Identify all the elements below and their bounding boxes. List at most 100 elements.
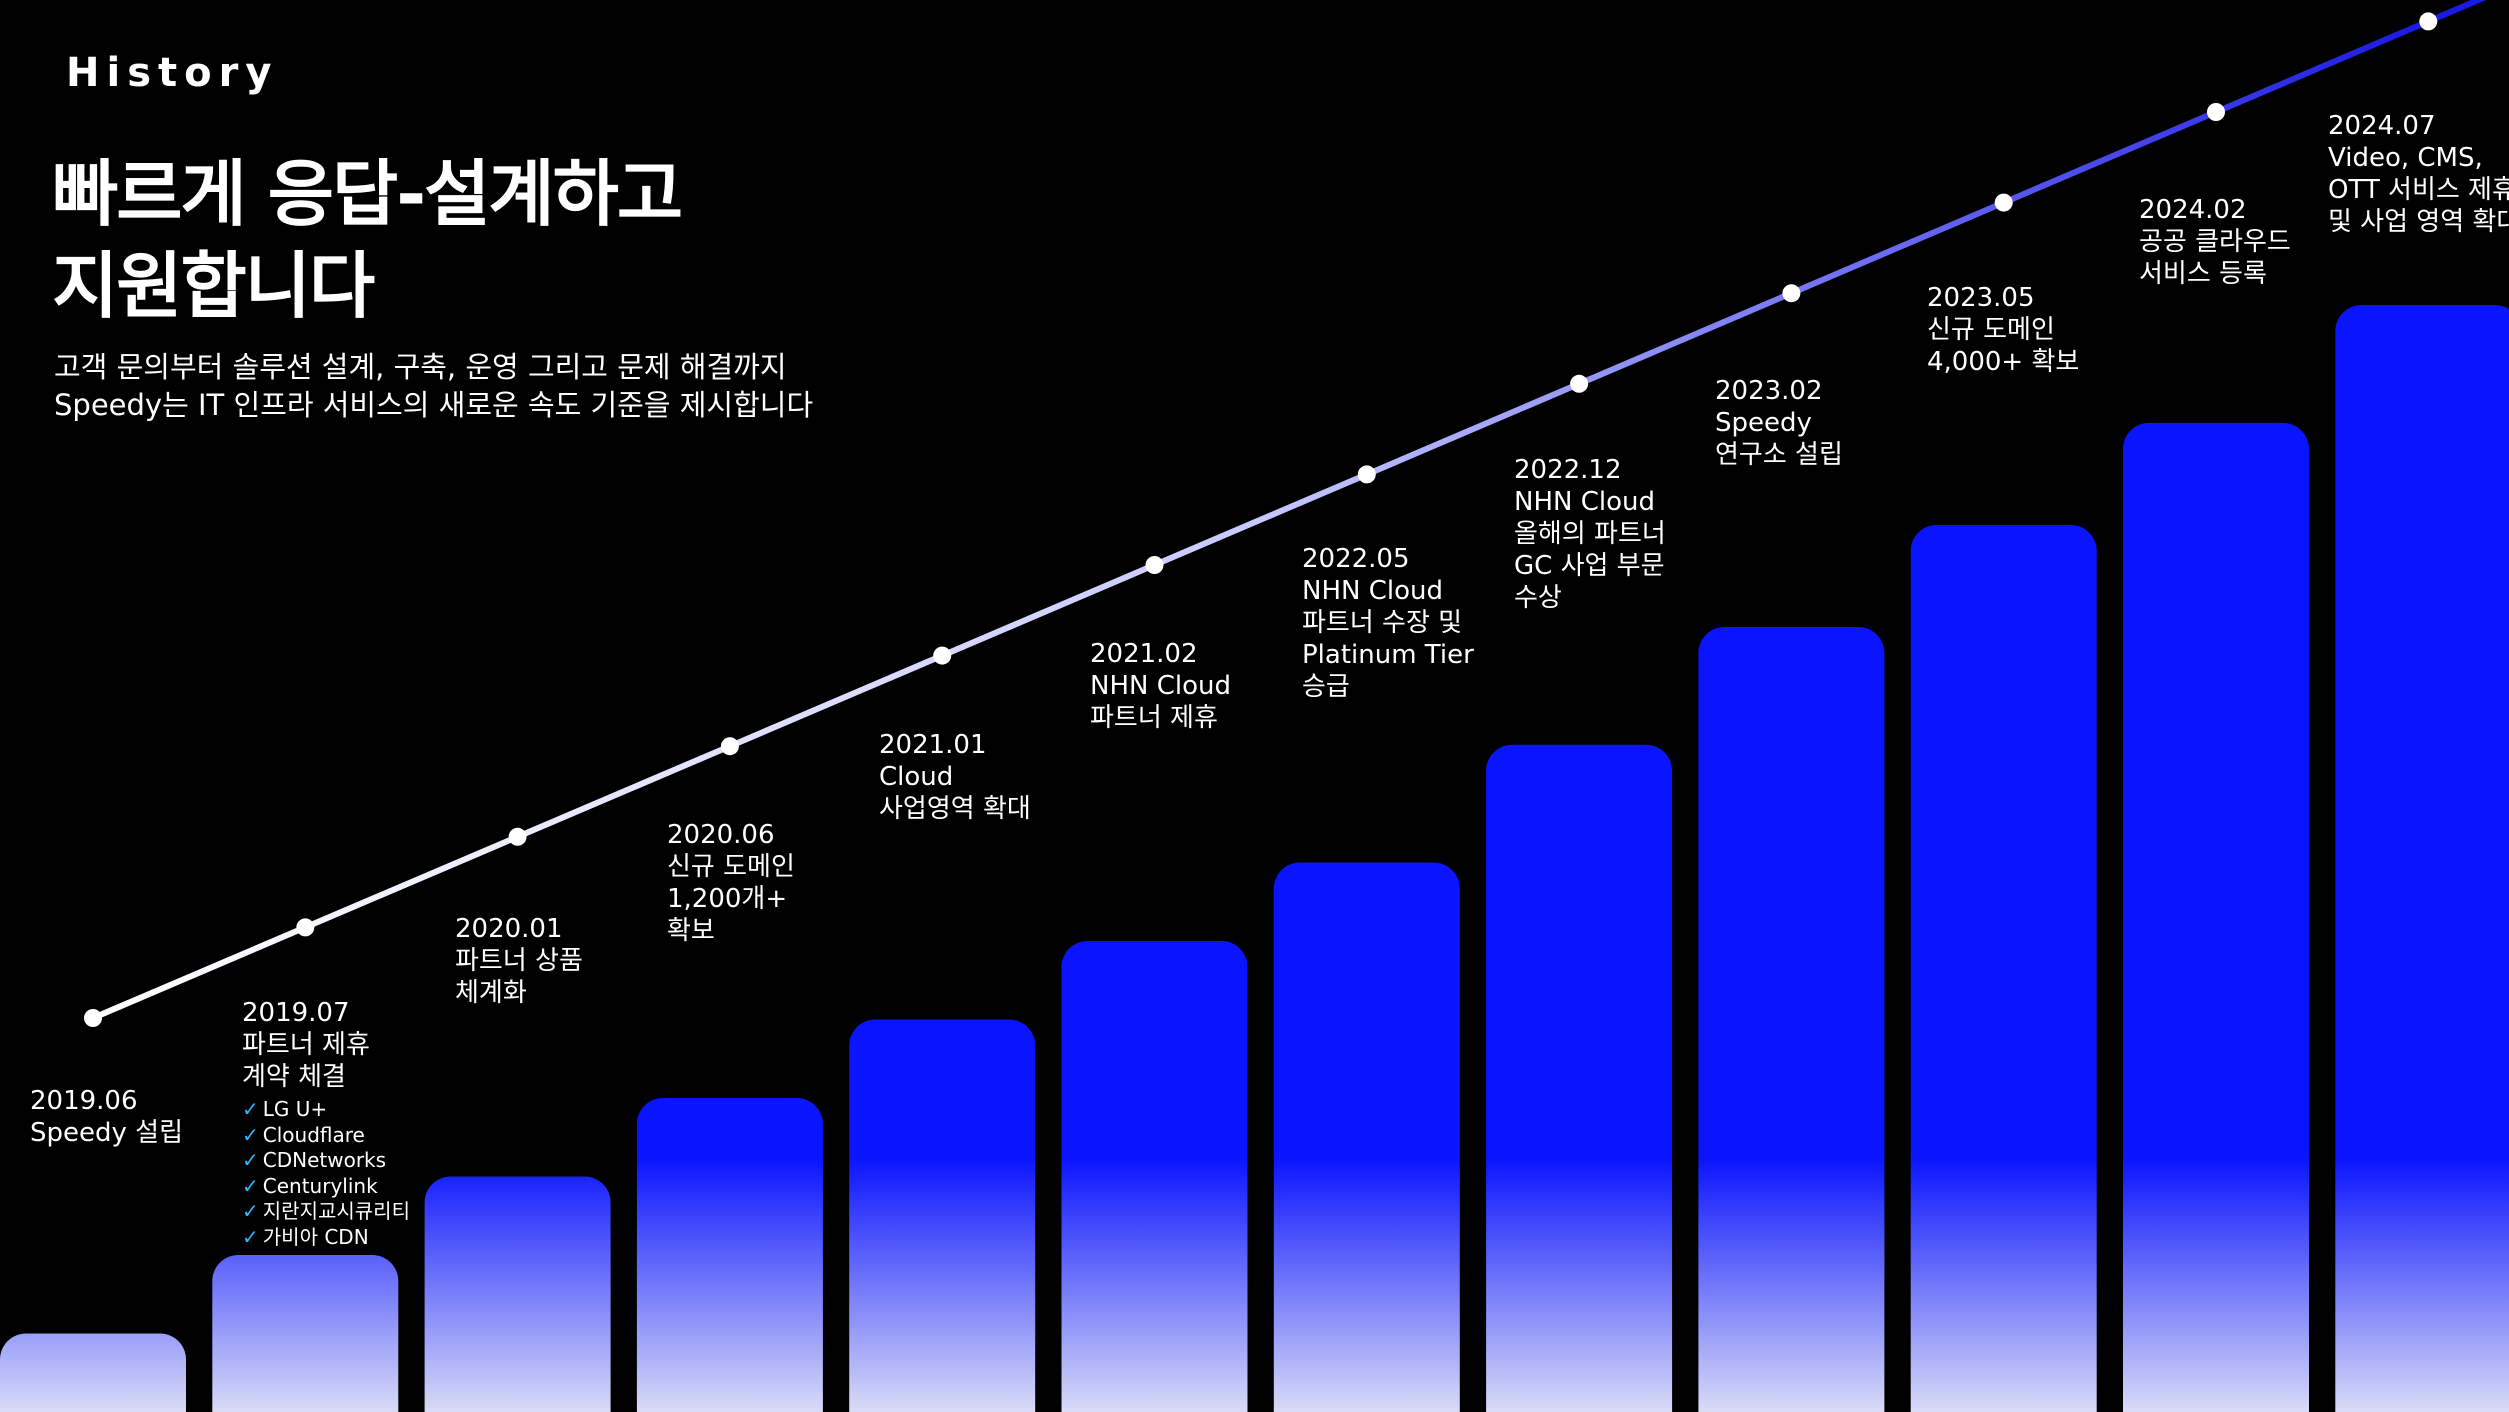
milestone-text: GC 사업 부문	[1514, 551, 1665, 581]
milestone-date: 2021.01	[879, 730, 987, 760]
milestone-2021-02: 2021.02 NHN Cloud 파트너 제휴	[1090, 638, 1231, 734]
milestone-date: 2021.02	[1090, 639, 1198, 669]
milestone-date: 2023.02	[1715, 376, 1823, 406]
bar-10	[1910, 524, 2097, 1412]
milestone-date: 2019.07	[242, 998, 350, 1028]
milestone-text: NHN Cloud	[1514, 487, 1655, 517]
partner-name: 지란지교시큐리티	[262, 1199, 410, 1223]
partner-item: ✓ Cloudflare	[242, 1123, 410, 1149]
milestone-text: 사업영역 확대	[879, 794, 1031, 824]
milestone-text: 수상	[1514, 583, 1562, 613]
headline-line-1: 빠르게 응답-설계하고	[52, 152, 683, 236]
bar-1	[0, 1333, 186, 1412]
partner-name: CDNetworks	[262, 1148, 387, 1172]
milestone-2024-07: 2024.07 Video, CMS, OTT 서비스 제휴 및 사업 영역 확대	[2328, 110, 2509, 238]
milestone-text: 파트너 상품	[455, 946, 583, 976]
milestone-2022-12: 2022.12 NHN Cloud 올해의 파트너 GC 사업 부문 수상	[1514, 454, 1666, 614]
bar-5	[849, 1019, 1036, 1412]
trend-point-11	[2207, 103, 2225, 121]
milestone-text: Platinum Tier	[1302, 640, 1474, 670]
milestone-2020-01: 2020.01 파트너 상품 체계화	[455, 913, 583, 1009]
trend-point-1	[84, 1009, 102, 1027]
milestone-text: 및 사업 영역 확대	[2328, 207, 2509, 237]
page-headline: 빠르게 응답-설계하고 지원합니다	[52, 148, 683, 332]
bar-2	[212, 1255, 399, 1412]
milestone-text: 파트너 수장 및	[1302, 608, 1463, 638]
trend-point-12	[2419, 12, 2438, 31]
milestone-date: 2019.06	[30, 1086, 138, 1116]
trend-point-2	[296, 918, 315, 937]
milestone-text: Speedy	[1715, 408, 1812, 438]
partner-item: ✓ Centurylink	[242, 1174, 410, 1200]
milestone-text: NHN Cloud	[1302, 576, 1443, 606]
checkmark-icon: ✓	[242, 1097, 259, 1121]
bar-4	[636, 1098, 823, 1412]
milestone-2022-05: 2022.05 NHN Cloud 파트너 수장 및 Platinum Tier 승급	[1302, 543, 1474, 703]
trend-point-8	[1570, 374, 1589, 393]
headline-line-2: 지원합니다	[52, 244, 375, 328]
milestone-text: 체계화	[455, 978, 527, 1008]
milestone-text: 승급	[1302, 672, 1350, 702]
partner-name: 가비아 CDN	[262, 1224, 369, 1249]
trend-points-group	[84, 12, 2438, 1027]
partner-item: ✓ LG U+	[242, 1097, 410, 1123]
milestone-text: 올해의 파트너	[1514, 519, 1666, 549]
milestone-date: 2024.02	[2139, 195, 2247, 225]
bar-7	[1273, 862, 1460, 1412]
milestone-text: NHN Cloud	[1090, 671, 1231, 701]
milestone-text: 1,200개+	[667, 884, 788, 914]
trend-point-4	[720, 737, 739, 756]
milestone-text: 계약 체결	[242, 1062, 346, 1092]
bars-group	[0, 305, 2509, 1412]
milestone-text: Cloud	[879, 762, 954, 792]
bar-8	[1486, 744, 1673, 1412]
trend-point-9	[1782, 284, 1801, 303]
milestone-text: 확보	[667, 916, 715, 946]
milestone-date: 2020.01	[455, 914, 563, 944]
milestone-2020-06: 2020.06 신규 도메인 1,200개+ 확보	[667, 819, 795, 947]
partner-item: ✓ 가비아 CDN	[242, 1225, 410, 1251]
trend-point-5	[933, 646, 952, 665]
milestone-date: 2020.06	[667, 820, 775, 850]
milestone-text: Speedy 설립	[30, 1118, 183, 1148]
subtitle-line-1: 고객 문의부터 솔루션 설계, 구축, 운영 그리고 문제 해결까지	[54, 350, 787, 384]
milestone-text: 연구소 설립	[1715, 440, 1843, 470]
milestone-text: 4,000+ 확보	[1927, 347, 2080, 377]
partner-name: Cloudflare	[262, 1122, 365, 1147]
partner-list: ✓ LG U+ ✓ Cloudflare ✓ CDNetworks ✓ Centurylink…	[242, 1097, 410, 1250]
checkmark-icon: ✓	[242, 1199, 259, 1223]
milestone-text: 공공 클라우드	[2139, 227, 2291, 257]
milestone-2019-06: 2019.06 Speedy 설립	[30, 1085, 183, 1149]
milestone-date: 2023.05	[1927, 283, 2035, 313]
milestone-date: 2024.07	[2328, 111, 2436, 141]
partner-name: LG U+	[262, 1097, 328, 1121]
eyebrow-history: History	[66, 50, 279, 96]
milestone-2021-01: 2021.01 Cloud 사업영역 확대	[879, 729, 1031, 825]
trend-point-7	[1357, 465, 1376, 484]
bar-11	[2123, 422, 2309, 1412]
milestone-text: 서비스 등록	[2139, 259, 2267, 289]
trend-point-3	[508, 827, 527, 846]
milestone-text: 파트너 제휴	[1090, 703, 1218, 733]
partner-item: ✓ 지란지교시큐리티	[242, 1199, 410, 1225]
bar-12	[2335, 305, 2509, 1412]
milestone-2023-05: 2023.05 신규 도메인 4,000+ 확보	[1927, 282, 2079, 378]
bar-6	[1061, 941, 1248, 1412]
milestone-2024-02: 2024.02 공공 클라우드 서비스 등록	[2139, 194, 2291, 290]
page-subtitle: 고객 문의부터 솔루션 설계, 구축, 운영 그리고 문제 해결까지 Speed…	[54, 348, 813, 424]
partner-item: ✓ CDNetworks	[242, 1148, 410, 1174]
checkmark-icon: ✓	[242, 1173, 259, 1198]
trend-point-6	[1145, 556, 1164, 574]
milestone-2023-02: 2023.02 Speedy 연구소 설립	[1715, 375, 1843, 471]
milestone-text: OTT 서비스 제휴	[2328, 175, 2509, 205]
milestone-date: 2022.12	[1514, 455, 1622, 485]
checkmark-icon: ✓	[242, 1148, 259, 1172]
subtitle-line-2: Speedy는 IT 인프라 서비스의 새로운 속도 기준을 제시합니다	[54, 388, 814, 422]
milestone-text: 신규 도메인	[667, 852, 795, 882]
milestone-text: 파트너 제휴	[242, 1030, 370, 1060]
bar-9	[1698, 627, 1885, 1412]
milestone-text: Video, CMS,	[2328, 143, 2483, 173]
checkmark-icon: ✓	[242, 1224, 259, 1249]
bar-3	[424, 1176, 611, 1412]
